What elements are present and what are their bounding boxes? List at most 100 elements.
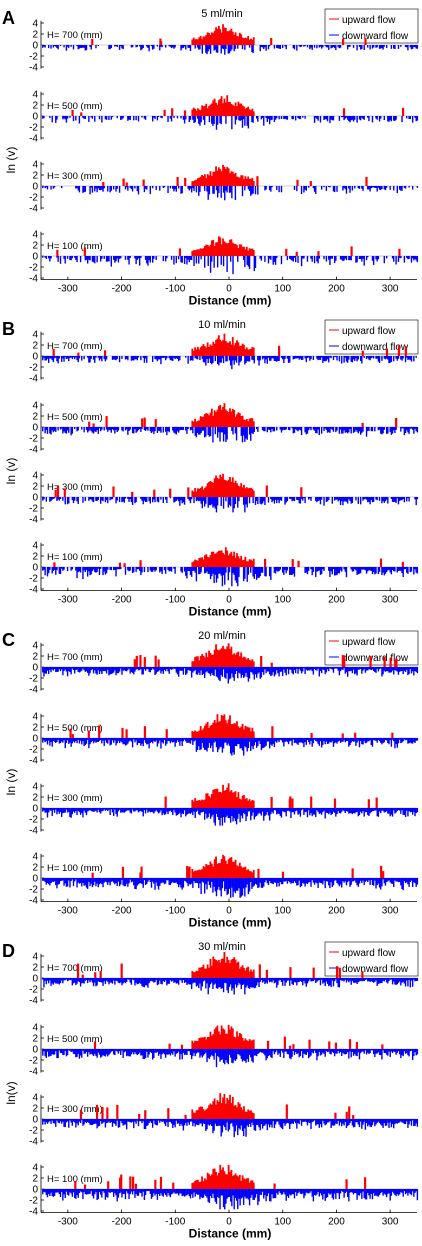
downward-bar	[130, 186, 133, 190]
downward-bar	[292, 256, 294, 262]
upward-bar	[223, 403, 226, 427]
upward-bar	[237, 961, 240, 978]
upward-bar	[220, 715, 223, 738]
downward-bar	[42, 45, 44, 48]
downward-bar	[397, 667, 400, 675]
downward-bar	[146, 738, 148, 745]
downward-bar	[131, 567, 134, 573]
downward-bar	[397, 738, 400, 744]
upward-bar	[227, 479, 230, 497]
downward-bar	[162, 356, 165, 359]
downward-bar	[215, 1049, 218, 1068]
downward-bar	[49, 1119, 51, 1122]
downward-bar	[94, 186, 96, 192]
upward-bar	[220, 958, 223, 978]
downward-bar	[233, 667, 235, 681]
downward-bar	[396, 667, 398, 672]
downward-bar	[180, 497, 182, 501]
upward-bar	[237, 726, 240, 738]
downward-bar	[194, 1119, 196, 1127]
downward-bar	[325, 1119, 328, 1125]
downward-bar	[51, 1119, 53, 1121]
downward-bar	[45, 1119, 48, 1123]
downward-bar	[56, 567, 58, 571]
upward-bar	[215, 102, 217, 116]
upward-bar	[206, 865, 209, 878]
downward-bar	[59, 1119, 62, 1122]
downward-bar	[265, 116, 267, 119]
downward-bar	[363, 256, 365, 266]
upward-bar	[270, 662, 273, 667]
upward-bar	[233, 345, 236, 356]
downward-bar	[62, 427, 64, 434]
upward-bar	[215, 1104, 217, 1119]
downward-bar	[381, 186, 383, 190]
upward-bar	[334, 1112, 337, 1119]
downward-bar	[150, 878, 153, 888]
downward-bar	[135, 256, 137, 265]
downward-bar	[307, 1049, 310, 1059]
downward-bar	[305, 567, 307, 573]
downward-bar	[380, 186, 382, 190]
downward-bar	[341, 567, 343, 572]
downward-bar	[96, 808, 98, 813]
downward-bar	[381, 567, 383, 575]
downward-bar	[47, 356, 50, 363]
downward-bar	[362, 1049, 364, 1052]
downward-bar	[77, 427, 79, 431]
downward-bar	[153, 497, 155, 500]
downward-bar	[381, 356, 383, 361]
downward-bar	[183, 1049, 186, 1055]
downward-bar	[234, 878, 237, 894]
upward-bar	[198, 869, 201, 878]
downward-bar	[352, 738, 355, 742]
upward-bar	[139, 655, 142, 667]
upward-bar	[201, 417, 203, 427]
downward-bar	[212, 356, 214, 363]
downward-bar	[190, 808, 193, 813]
downward-bar	[155, 1119, 157, 1126]
downward-bar	[396, 567, 398, 573]
downward-bar	[201, 356, 204, 359]
downward-bar	[96, 878, 98, 884]
downward-bar	[352, 667, 355, 670]
downward-bar	[157, 427, 160, 431]
downward-bar	[121, 878, 123, 880]
downward-bar	[291, 116, 293, 120]
downward-bar	[192, 1049, 194, 1056]
downward-bar	[117, 878, 120, 882]
downward-bar	[283, 1049, 285, 1059]
upward-bar	[209, 797, 212, 808]
downward-bar	[276, 1119, 278, 1122]
downward-bar	[263, 808, 265, 821]
downward-bar	[63, 878, 65, 886]
downward-bar	[186, 878, 188, 883]
downward-bar	[120, 1049, 122, 1055]
downward-bar	[110, 497, 113, 500]
downward-bar	[110, 1119, 113, 1123]
downward-bar	[76, 567, 78, 579]
downward-bar	[381, 738, 383, 745]
downward-bar	[332, 356, 335, 361]
upward-bar	[240, 483, 243, 497]
downward-bar	[203, 978, 206, 981]
downward-bar	[187, 256, 189, 260]
downward-bar	[71, 738, 74, 744]
downward-bar	[382, 427, 384, 434]
upward-bar	[208, 967, 210, 978]
downward-bar	[121, 356, 123, 359]
downward-bar	[52, 427, 55, 433]
downward-bar	[377, 1049, 380, 1053]
upward-bar	[209, 344, 212, 356]
y-tick-label: -2	[29, 504, 38, 515]
downward-bar	[336, 567, 338, 575]
upward-bar	[250, 38, 252, 45]
downward-bar	[227, 667, 230, 684]
downward-bar	[174, 1049, 176, 1057]
downward-bar	[357, 1049, 359, 1053]
upward-bar	[208, 106, 210, 116]
upward-bar	[231, 477, 234, 497]
upward-bar	[247, 250, 250, 256]
downward-bar	[45, 738, 48, 742]
downward-bar	[76, 1049, 78, 1057]
